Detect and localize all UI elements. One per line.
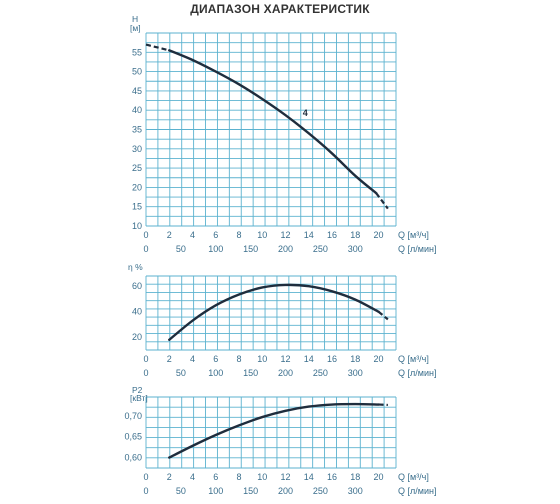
x-tick-label-lmin: 0: [143, 368, 148, 378]
y-tick-label: 55: [132, 47, 142, 57]
y-axis-unit: [кВт]: [130, 393, 148, 403]
x-tick-label-m3h: 6: [213, 472, 218, 482]
x-axis-unit-lmin: Q [л/мин]: [398, 486, 436, 496]
x-axis-unit-lmin: Q [л/мин]: [398, 368, 436, 378]
y-tick-label: 40: [132, 105, 142, 115]
page-title: ДИАПАЗОН ХАРАКТЕРИСТИК: [190, 2, 370, 16]
x-axis-unit-m3h: Q [м³/ч]: [398, 472, 429, 482]
x-axis-unit-lmin: Q [л/мин]: [398, 244, 436, 254]
x-tick-label-lmin: 300: [348, 486, 363, 496]
y-tick-label: 0,60: [124, 453, 142, 463]
x-tick-label-m3h: 12: [281, 354, 291, 364]
y-tick-label: 20: [132, 182, 142, 192]
x-tick-label-m3h: 8: [237, 230, 242, 240]
series-curve-dashed-start: [145, 43, 170, 52]
x-tick-label-m3h: 8: [237, 472, 242, 482]
x-tick-label-m3h: 16: [327, 472, 337, 482]
series-curve-dashed-end: [377, 310, 389, 321]
series-curve: [168, 283, 380, 341]
x-tick-label-lmin: 250: [313, 486, 328, 496]
x-tick-label-lmin: 0: [143, 486, 148, 496]
y-tick-label: 45: [132, 86, 142, 96]
x-tick-label-m3h: 18: [350, 230, 360, 240]
chart-1: 4: [145, 32, 397, 227]
x-tick-label-lmin: 150: [243, 244, 258, 254]
series-curve-dashed-end: [375, 192, 389, 210]
x-tick-label-m3h: 0: [143, 472, 148, 482]
x-axis-unit-m3h: Q [м³/ч]: [398, 354, 429, 364]
curve-annotation: 4: [303, 108, 308, 118]
x-tick-label-m3h: 2: [167, 230, 172, 240]
x-tick-label-m3h: 2: [167, 354, 172, 364]
x-tick-label-m3h: 2: [167, 472, 172, 482]
x-tick-label-lmin: 100: [208, 368, 223, 378]
x-tick-label-m3h: 20: [374, 230, 384, 240]
x-tick-label-lmin: 200: [278, 244, 293, 254]
x-tick-label-lmin: 250: [313, 368, 328, 378]
x-tick-label-lmin: 100: [208, 244, 223, 254]
x-tick-label-m3h: 14: [304, 354, 314, 364]
y-axis-label: η %: [128, 262, 143, 272]
x-tick-label-m3h: 10: [257, 230, 267, 240]
y-axis-label: H: [132, 14, 138, 24]
y-axis-label: P2: [132, 385, 143, 395]
x-tick-label-m3h: 6: [213, 230, 218, 240]
x-tick-label-m3h: 20: [374, 472, 384, 482]
x-tick-label-lmin: 300: [348, 368, 363, 378]
x-tick-label-m3h: 8: [237, 354, 242, 364]
x-tick-label-lmin: 50: [176, 486, 186, 496]
x-tick-label-m3h: 18: [350, 354, 360, 364]
x-tick-label-lmin: 150: [243, 368, 258, 378]
x-tick-label-m3h: 4: [190, 354, 195, 364]
chart-2: [145, 275, 397, 351]
x-tick-label-m3h: 6: [213, 354, 218, 364]
x-axis-unit-m3h: Q [м³/ч]: [398, 230, 429, 240]
y-tick-label: 60: [132, 281, 142, 291]
x-tick-label-lmin: 300: [348, 244, 363, 254]
x-tick-label-m3h: 4: [190, 472, 195, 482]
y-tick-label: 50: [132, 67, 142, 77]
chart-3: [145, 396, 397, 469]
y-tick-label: 0,65: [124, 432, 142, 442]
x-tick-label-m3h: 16: [327, 230, 337, 240]
y-tick-label: 0,70: [124, 411, 142, 421]
x-tick-label-lmin: 0: [143, 244, 148, 254]
x-tick-label-lmin: 150: [243, 486, 258, 496]
x-tick-label-m3h: 0: [143, 354, 148, 364]
x-tick-label-lmin: 200: [278, 368, 293, 378]
x-tick-label-m3h: 4: [190, 230, 195, 240]
y-tick-label: 30: [132, 144, 142, 154]
series-curve: [168, 402, 380, 459]
x-tick-label-m3h: 12: [281, 230, 291, 240]
y-tick-label: 35: [132, 125, 142, 135]
x-tick-label-m3h: 20: [374, 354, 384, 364]
x-tick-label-m3h: 18: [350, 472, 360, 482]
y-tick-label: 40: [132, 307, 142, 317]
x-tick-label-m3h: 10: [257, 472, 267, 482]
x-tick-label-lmin: 250: [313, 244, 328, 254]
y-axis-unit: [м]: [130, 23, 141, 33]
x-tick-label-lmin: 100: [208, 486, 223, 496]
x-tick-label-lmin: 50: [176, 244, 186, 254]
x-tick-label-m3h: 16: [327, 354, 337, 364]
x-tick-label-lmin: 50: [176, 368, 186, 378]
y-tick-label: 15: [132, 202, 142, 212]
x-tick-label-m3h: 14: [304, 472, 314, 482]
x-tick-label-lmin: 200: [278, 486, 293, 496]
x-tick-label-m3h: 10: [257, 354, 267, 364]
x-tick-label-m3h: 0: [143, 230, 148, 240]
y-tick-label: 10: [132, 221, 142, 231]
x-tick-label-m3h: 12: [281, 472, 291, 482]
series-curve: [168, 49, 378, 195]
y-tick-label: 25: [132, 163, 142, 173]
y-tick-label: 20: [132, 332, 142, 342]
x-tick-label-m3h: 14: [304, 230, 314, 240]
